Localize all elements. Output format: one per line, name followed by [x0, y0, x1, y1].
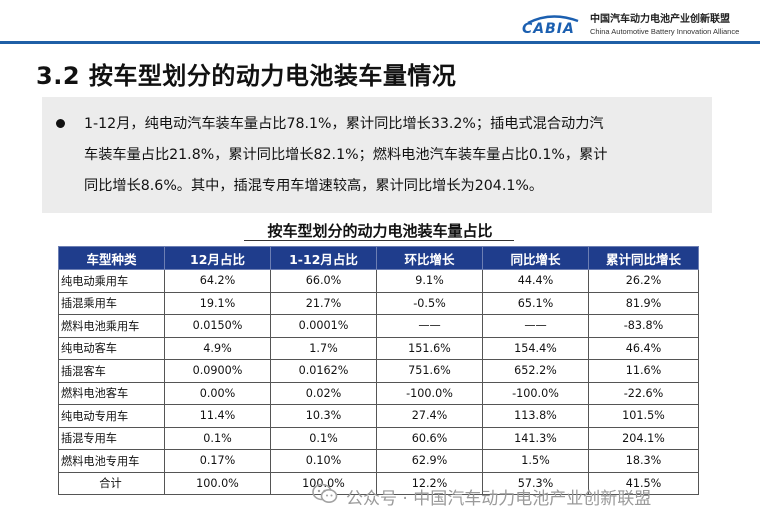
- value-cell: 11.6%: [588, 359, 699, 383]
- column-header: 同比增长: [482, 246, 589, 270]
- value-cell: 0.10%: [270, 449, 377, 473]
- table-row: 纯电动客车 4.9% 1.7% 151.6% 154.4% 46.4%: [58, 336, 699, 360]
- table-row: 燃料电池乘用车 0.0150% 0.0001% —— —— -83.8%: [58, 314, 699, 338]
- value-cell: 66.0%: [270, 269, 377, 293]
- value-cell: -100.0%: [482, 381, 589, 405]
- value-cell: 204.1%: [588, 426, 699, 450]
- value-cell: 46.4%: [588, 336, 699, 360]
- value-cell: 0.17%: [164, 449, 271, 473]
- value-cell: 0.1%: [164, 426, 271, 450]
- vehicle-type-cell: 插混乘用车: [58, 291, 165, 315]
- vehicle-type-cell: 燃料电池乘用车: [58, 314, 165, 338]
- logo: CABIA 中国汽车动力电池产业创新联盟 China Automotive Ba…: [518, 13, 739, 39]
- value-cell: 0.00%: [164, 381, 271, 405]
- value-cell: 18.3%: [588, 449, 699, 473]
- value-cell: 12.2%: [376, 471, 483, 495]
- value-cell: 751.6%: [376, 359, 483, 383]
- value-cell: 19.1%: [164, 291, 271, 315]
- value-cell: ——: [482, 314, 589, 338]
- table-header-row: 车型种类 12月占比 1-12月占比 环比增长 同比增长 累计同比增长: [58, 246, 699, 270]
- wechat-icon: [312, 483, 338, 510]
- table-row: 燃料电池专用车 0.17% 0.10% 62.9% 1.5% 18.3%: [58, 449, 699, 473]
- bullet-icon: [56, 119, 65, 128]
- data-table: 车型种类 12月占比 1-12月占比 环比增长 同比增长 累计同比增长 纯电动乘…: [58, 246, 699, 495]
- vehicle-type-cell: 燃料电池专用车: [58, 449, 165, 473]
- cabia-logo-mark: CABIA: [518, 13, 584, 39]
- value-cell: 0.0150%: [164, 314, 271, 338]
- vehicle-type-cell: 纯电动客车: [58, 336, 165, 360]
- column-header: 1-12月占比: [270, 246, 377, 270]
- summary-text: 1-12月，纯电动汽车装车量占比78.1%，累计同比增长33.2%；插电式混合动…: [84, 109, 698, 202]
- column-header: 环比增长: [376, 246, 483, 270]
- value-cell: -22.6%: [588, 381, 699, 405]
- vehicle-type-cell: 合计: [58, 471, 165, 495]
- summary-line: 同比增长8.6%。其中，插混专用车增速较高，累计同比增长为204.1%。: [84, 178, 544, 194]
- value-cell: -0.5%: [376, 291, 483, 315]
- column-header: 车型种类: [58, 246, 165, 270]
- value-cell: 1.7%: [270, 336, 377, 360]
- column-header: 12月占比: [164, 246, 271, 270]
- value-cell: 65.1%: [482, 291, 589, 315]
- value-cell: 10.3%: [270, 404, 377, 428]
- table-caption: 按车型划分的动力电池装车量占比: [267, 222, 493, 240]
- value-cell: 9.1%: [376, 269, 483, 293]
- column-header: 累计同比增长: [588, 246, 699, 270]
- value-cell: 0.0900%: [164, 359, 271, 383]
- value-cell: 652.2%: [482, 359, 589, 383]
- value-cell: ——: [376, 314, 483, 338]
- summary-line: 1-12月，纯电动汽车装车量占比78.1%，累计同比增长33.2%；插电式混合动…: [84, 116, 604, 132]
- value-cell: 81.9%: [588, 291, 699, 315]
- table-row: 纯电动专用车 11.4% 10.3% 27.4% 113.8% 101.5%: [58, 404, 699, 428]
- logo-arc-icon: [527, 15, 579, 25]
- vehicle-type-cell: 插混专用车: [58, 426, 165, 450]
- table-row: 插混客车 0.0900% 0.0162% 751.6% 652.2% 11.6%: [58, 359, 699, 383]
- value-cell: 62.9%: [376, 449, 483, 473]
- value-cell: 151.6%: [376, 336, 483, 360]
- table-row: 燃料电池客车 0.00% 0.02% -100.0% -100.0% -22.6%: [58, 381, 699, 405]
- value-cell: 0.0001%: [270, 314, 377, 338]
- vehicle-type-cell: 纯电动专用车: [58, 404, 165, 428]
- summary-box: 1-12月，纯电动汽车装车量占比78.1%，累计同比增长33.2%；插电式混合动…: [42, 97, 712, 213]
- table-row: 纯电动乘用车 64.2% 66.0% 9.1% 44.4% 26.2%: [58, 269, 699, 293]
- value-cell: 113.8%: [482, 404, 589, 428]
- vehicle-type-cell: 纯电动乘用车: [58, 269, 165, 293]
- vehicle-type-cell: 燃料电池客车: [58, 381, 165, 405]
- watermark-text: 公众号 · 中国汽车动力电池产业创新联盟: [346, 489, 652, 509]
- logo-word: CABIA: [522, 21, 575, 37]
- value-cell: 141.3%: [482, 426, 589, 450]
- value-cell: 27.4%: [376, 404, 483, 428]
- value-cell: -100.0%: [376, 381, 483, 405]
- vehicle-type-cell: 插混客车: [58, 359, 165, 383]
- value-cell: 60.6%: [376, 426, 483, 450]
- org-name-en: China Automotive Battery Innovation Alli…: [590, 27, 740, 36]
- value-cell: 1.5%: [482, 449, 589, 473]
- value-cell: 4.9%: [164, 336, 271, 360]
- value-cell: 0.02%: [270, 381, 377, 405]
- page-title: 3.2 按车型划分的动力电池装车量情况: [36, 62, 457, 90]
- header-divider: [0, 41, 760, 44]
- org-name-cn: 中国汽车动力电池产业创新联盟: [590, 14, 730, 25]
- value-cell: 41.5%: [588, 471, 699, 495]
- value-cell: 26.2%: [588, 269, 699, 293]
- value-cell: 100.0%: [164, 471, 271, 495]
- watermark: 公众号 · 中国汽车动力电池产业创新联盟: [312, 483, 651, 510]
- value-cell: 57.3%: [482, 471, 589, 495]
- value-cell: 101.5%: [588, 404, 699, 428]
- value-cell: 64.2%: [164, 269, 271, 293]
- summary-line: 车装车量占比21.8%，累计同比增长82.1%；燃料电池汽车装车量占比0.1%，…: [84, 147, 608, 163]
- value-cell: 154.4%: [482, 336, 589, 360]
- value-cell: 44.4%: [482, 269, 589, 293]
- value-cell: 11.4%: [164, 404, 271, 428]
- caption-underline: [244, 240, 514, 241]
- table-row: 插混乘用车 19.1% 21.7% -0.5% 65.1% 81.9%: [58, 291, 699, 315]
- table-row: 插混专用车 0.1% 0.1% 60.6% 141.3% 204.1%: [58, 426, 699, 450]
- value-cell: -83.8%: [588, 314, 699, 338]
- value-cell: 21.7%: [270, 291, 377, 315]
- value-cell: 0.0162%: [270, 359, 377, 383]
- value-cell: 0.1%: [270, 426, 377, 450]
